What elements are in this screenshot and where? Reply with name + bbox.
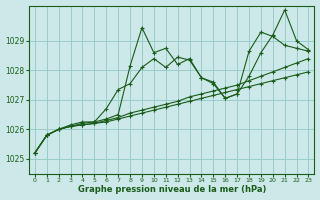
X-axis label: Graphe pression niveau de la mer (hPa): Graphe pression niveau de la mer (hPa) <box>77 185 266 194</box>
